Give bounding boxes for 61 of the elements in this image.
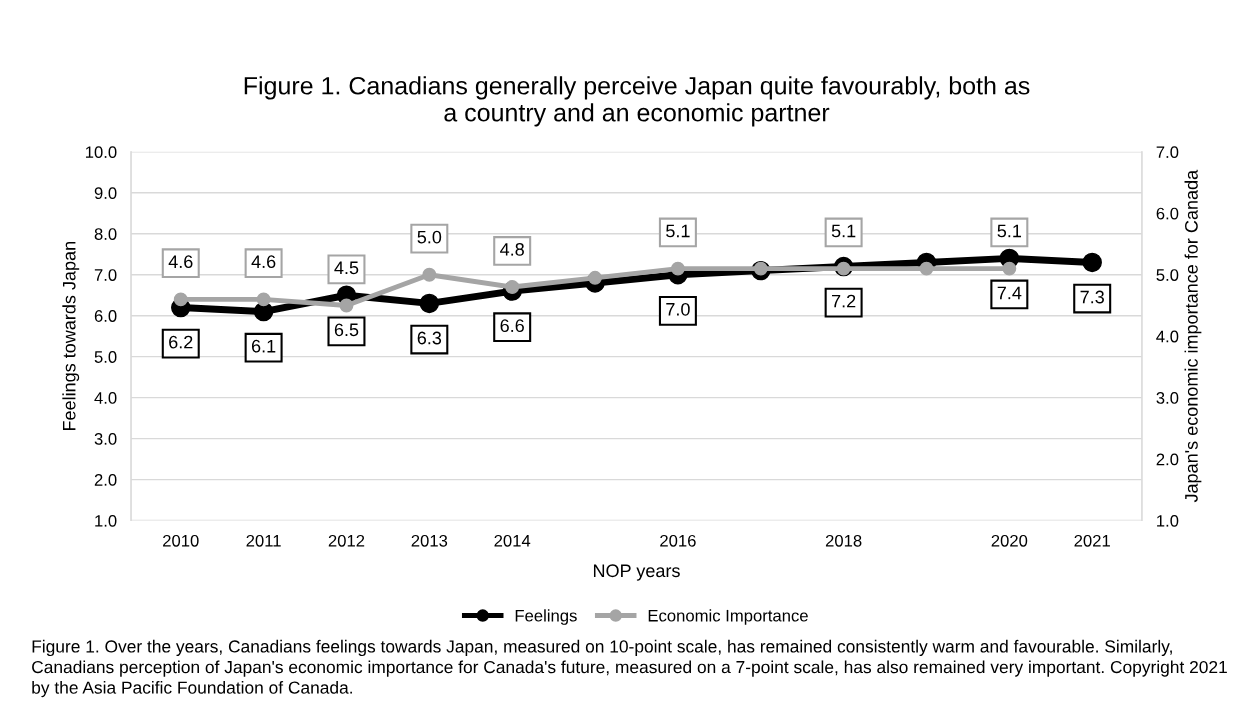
x-tick-label: 2013 [411,534,448,547]
legend-label: Feelings [515,609,577,625]
data-label: 7.2 [832,294,856,308]
x-tick-label: 2012 [328,534,365,547]
x-tick-label: 2014 [494,534,531,547]
y-tick-label: 5.0 [94,351,117,363]
point [505,280,520,294]
x-tick-label: 2011 [246,534,281,547]
data-label: 5.1 [831,224,856,238]
chart-title: Figure 1. Canadians generally perceive Japan quite favourably, both as a country and an economic partner [244,76,1030,127]
data-label: 4.5 [334,261,359,275]
data-label: 4.6 [168,255,193,269]
x-tick-label: 2021 [1074,534,1110,547]
y2-tick-label: 6.0 [1156,207,1179,220]
point [919,261,934,276]
data-label: 4.8 [500,242,524,256]
y2-tick-label: 1.0 [1157,514,1179,527]
data-label: 7.3 [1080,290,1104,304]
point [1082,252,1102,273]
y-tick-label: 8.0 [94,228,117,240]
y-tick-label: 10.0 [85,146,117,159]
y2-tick-label: 4.0 [1156,330,1179,343]
x-axis-title: NOP years [593,564,680,581]
y-tick-label: 3.0 [94,433,117,445]
y-tick-label: 6.0 [94,310,117,322]
y-tick-label: 9.0 [94,187,117,199]
point [256,292,271,307]
point [588,270,602,285]
x-tick-label: 2010 [163,534,199,547]
data-label: 7.4 [997,286,1022,300]
y2-tick-label: 3.0 [1156,392,1179,404]
point [670,261,685,276]
data-label: 6.3 [417,331,442,345]
data-label: 6.6 [500,319,524,333]
y-tick-label: 2.0 [94,473,117,486]
point [339,298,354,313]
y-tick-label: 4.0 [94,392,117,404]
data-label: 6.5 [334,323,359,337]
y-axis-title: Feelings towards Japan [62,242,80,431]
data-label: 6.1 [251,339,276,353]
caption: Figure 1. Over the years, Canadians feelings towards Japan, measured on 10-point scale, has remained consistently warm and favourable. Similarly, Canadians perception of Japan's economic importance for Canada's future, measured on a 7-point scale, has also remained very important. Copyright 2021 by the Asia Pacific Foundation of Canada. [32,639,1227,698]
y2-axis-title: Japan's economic importance for Canada [1184,169,1202,503]
x-tick-label: 2018 [825,534,862,547]
point [173,292,188,307]
y2-tick-label: 5.0 [1156,269,1179,281]
legend-label: Economic Importance [648,609,808,625]
data-label: 5.0 [417,230,442,244]
x-tick-label: 2020 [991,534,1028,547]
point [422,267,437,282]
point [419,293,440,314]
data-label: 4.6 [251,255,276,269]
point [1002,261,1017,276]
y2-tick-label: 2.0 [1156,453,1179,466]
y2-tick-label: 7.0 [1156,146,1179,159]
x-tick-label: 2016 [660,534,696,547]
data-label: 6.2 [169,335,193,349]
y-tick-label: 1.0 [95,514,117,527]
data-label: 5.1 [997,224,1022,238]
data-label: 5.1 [666,224,690,238]
y-tick-label: 7.0 [94,269,117,281]
data-label: 7.0 [666,302,690,316]
